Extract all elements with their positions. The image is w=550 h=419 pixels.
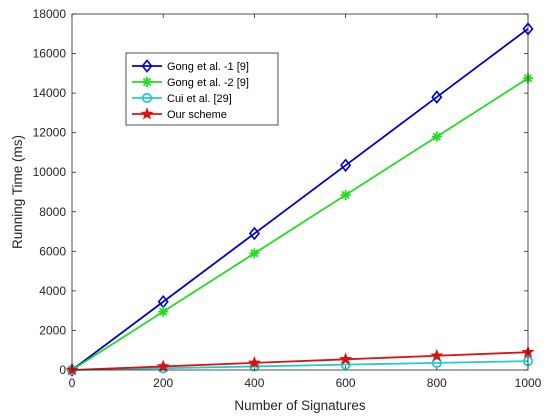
legend-entry: Gong et al. -1 [9] bbox=[132, 59, 249, 73]
series-line bbox=[71, 360, 529, 371]
y-tick-label: 12000 bbox=[33, 126, 67, 140]
legend-label: Gong et al. -1 [9] bbox=[167, 61, 249, 73]
data-point bbox=[249, 248, 260, 259]
y-tick-label: 18000 bbox=[33, 7, 67, 21]
y-tick-label: 16000 bbox=[33, 47, 67, 61]
data-point bbox=[247, 356, 261, 369]
legend-label: Cui et al. [29] bbox=[167, 93, 232, 105]
y-tick-label: 6000 bbox=[39, 244, 66, 258]
x-tick-label: 800 bbox=[427, 376, 447, 390]
x-tick-label: 1000 bbox=[515, 376, 542, 390]
x-tick-label: 600 bbox=[336, 376, 356, 390]
y-tick-label: 8000 bbox=[39, 205, 66, 219]
ticks-layer: 0 200 400 600 800 100002000400060008000100001… bbox=[33, 7, 542, 390]
legend-entry: Gong et al. -2 [9] bbox=[132, 77, 249, 89]
legend-label: Our scheme bbox=[167, 109, 227, 121]
plot-frame bbox=[71, 13, 529, 371]
series-line bbox=[71, 351, 529, 371]
data-point bbox=[430, 348, 444, 362]
y-tick-label: 4000 bbox=[39, 284, 66, 298]
y-tick-label: 14000 bbox=[33, 86, 67, 100]
y-tick-label: 0 bbox=[59, 363, 66, 377]
legend-marker bbox=[141, 92, 153, 104]
data-point bbox=[431, 131, 442, 142]
x-tick-label: 0 bbox=[69, 376, 76, 390]
x-axis-label: Number of Signatures bbox=[234, 398, 366, 413]
legend-entry: Our scheme bbox=[132, 107, 227, 121]
series-line bbox=[71, 77, 529, 371]
legend-label: Gong et al. -2 [9] bbox=[167, 77, 249, 89]
series-layer bbox=[65, 22, 535, 377]
data-point bbox=[156, 359, 170, 372]
legend-marker bbox=[142, 77, 152, 87]
legend-marker bbox=[141, 59, 153, 73]
legend-entry: Cui et al. [29] bbox=[132, 92, 232, 105]
data-point bbox=[431, 90, 443, 104]
data-point bbox=[158, 306, 169, 317]
y-axis-label: Running Time (ms) bbox=[10, 135, 25, 249]
y-tick-label: 10000 bbox=[33, 165, 67, 179]
data-point bbox=[340, 158, 352, 173]
series-line bbox=[71, 28, 529, 371]
data-point bbox=[431, 357, 442, 368]
x-tick-label: 400 bbox=[244, 376, 264, 390]
data-point bbox=[248, 226, 260, 241]
data-point bbox=[339, 352, 353, 365]
x-tick-label: 200 bbox=[153, 376, 173, 390]
legend: Gong et al. -1 [9] Gong et al. -2 [9] Cui … bbox=[125, 52, 279, 126]
data-point bbox=[340, 189, 351, 200]
y-tick-label: 2000 bbox=[39, 323, 66, 337]
legend-marker bbox=[140, 107, 154, 120]
